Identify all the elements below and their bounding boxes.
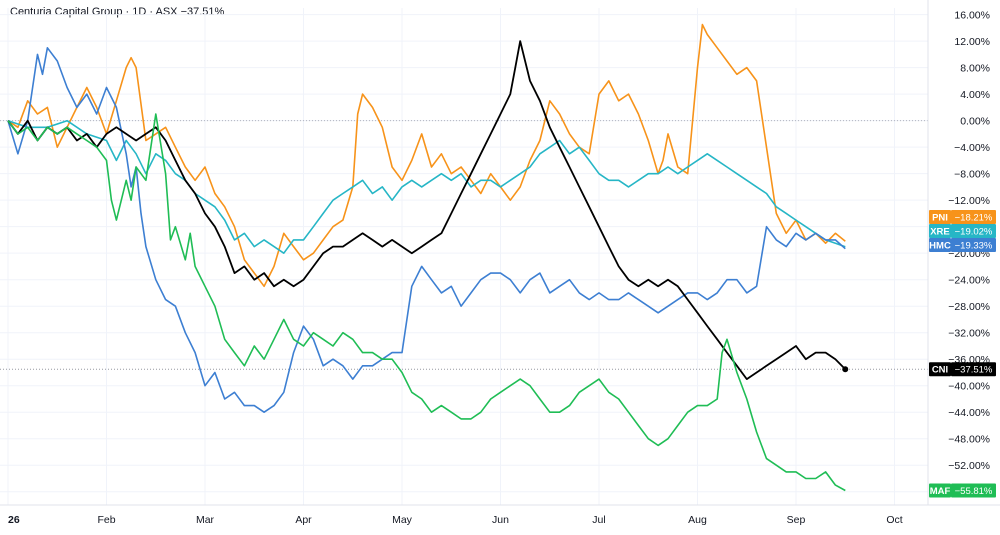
y-tick-label: −32.00% [948, 328, 990, 340]
x-tick-label: 26 [8, 514, 20, 526]
series-value-badge [951, 483, 996, 498]
series-name-badge [929, 238, 951, 252]
series-value-badge [951, 362, 996, 377]
y-tick-label: 16.00% [954, 10, 990, 22]
x-tick-label: Mar [196, 514, 215, 526]
x-tick-label: Sep [787, 514, 806, 526]
series-name-badge [929, 224, 951, 238]
y-tick-label: −52.00% [948, 460, 990, 472]
series-value-text: −19.02% [955, 227, 993, 238]
series-value-label-xre: XRE −19.02% [929, 224, 996, 238]
series-name-text: CNI [932, 365, 948, 376]
series-value-badge [951, 238, 996, 252]
y-tick-label: −40.00% [948, 381, 990, 393]
y-tick-label: −12.00% [948, 195, 990, 207]
series-line-cni[interactable] [7, 40, 846, 380]
series-name-text: PNI [932, 213, 948, 224]
series-name-badge [929, 210, 951, 224]
series-value-label-maf: MAF −55.81% [929, 483, 996, 498]
series-value-badge [951, 210, 996, 224]
series-line-pni[interactable] [7, 23, 846, 288]
x-tick-label: Oct [886, 514, 902, 526]
y-tick-label: −4.00% [954, 142, 990, 154]
series-value-text: −55.81% [955, 486, 993, 497]
series-value-label-hmc: HMC −19.33% [929, 238, 996, 252]
series-value-text: −18.21% [955, 213, 993, 224]
series-value-text: −37.51% [955, 365, 993, 376]
series-value-badge [951, 224, 996, 238]
series-value-text: −19.33% [955, 241, 993, 252]
y-tick-label: −48.00% [948, 434, 990, 446]
series-name-text: MAF [930, 486, 951, 497]
y-tick-label: 12.00% [954, 36, 990, 48]
y-tick-label: −24.00% [948, 275, 990, 287]
y-tick-label: 0.00% [960, 116, 990, 128]
series-line-hmc[interactable] [7, 47, 846, 413]
y-tick-label: −28.00% [948, 301, 990, 313]
series-last-point-cni [842, 366, 849, 373]
series-name-text: HMC [929, 241, 951, 252]
y-tick-label: −44.00% [948, 407, 990, 419]
series-name-text: XRE [930, 227, 950, 238]
y-tick-label: 4.00% [960, 89, 990, 101]
x-tick-label: Apr [295, 514, 312, 526]
x-tick-label: Jul [592, 514, 605, 526]
series-name-badge [929, 483, 951, 498]
x-tick-label: Jun [492, 514, 509, 526]
x-tick-label: May [392, 514, 413, 526]
y-tick-label: −8.00% [954, 169, 990, 181]
series-name-badge [929, 362, 951, 377]
x-tick-label: Feb [97, 514, 115, 526]
series-line-maf[interactable] [7, 113, 846, 492]
series-value-label-pni: PNI −18.21% [929, 210, 996, 224]
x-tick-label: Aug [688, 514, 707, 526]
series-value-label-cni: CNI −37.51% [929, 362, 996, 377]
y-tick-label: 8.00% [960, 63, 990, 75]
